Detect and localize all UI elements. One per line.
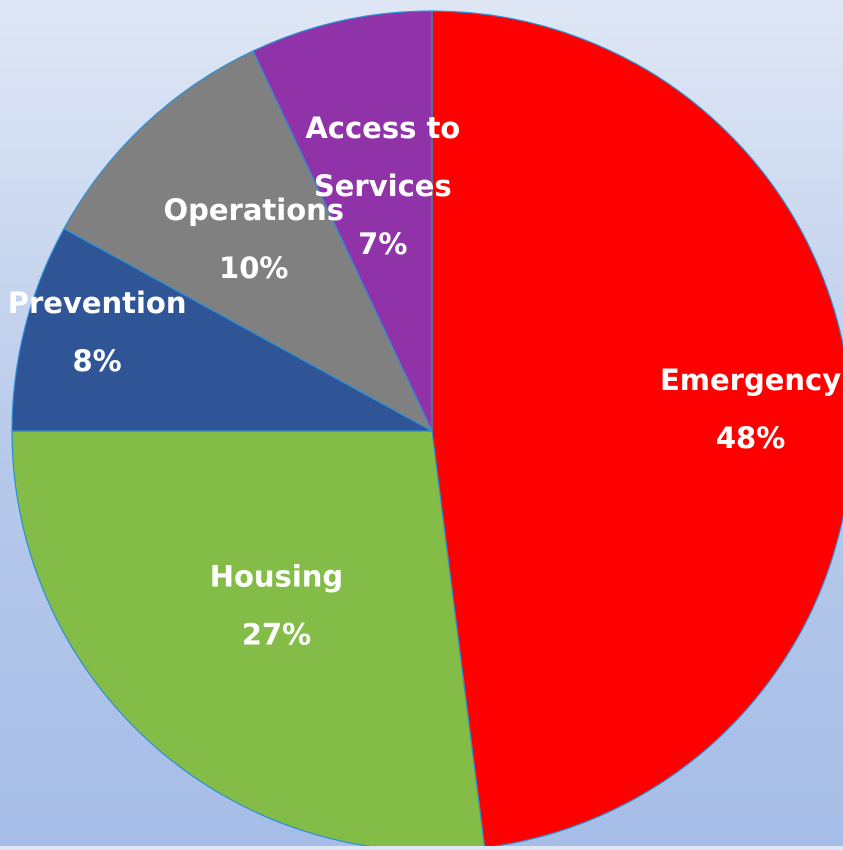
slice-category-label: Operations [163, 193, 344, 227]
pie-slice-prevention [11, 227, 433, 432]
data-label-prevention: Prevention 8% [8, 286, 187, 378]
slice-percent-label: 27% [242, 617, 311, 651]
pie-slice-operations [63, 50, 434, 433]
data-label-access-to-services: Access to Services 7% [305, 111, 460, 261]
slice-category-label: Prevention [8, 286, 187, 320]
slice-category-label: Housing [210, 559, 343, 593]
slice-category-label: Emergency [660, 363, 841, 397]
pie-slice-emergency [431, 10, 843, 849]
data-label-operations: Operations 10% [163, 193, 344, 285]
slice-percent-label: 7% [358, 227, 407, 261]
slice-percent-label: 8% [72, 344, 121, 378]
data-label-housing: Housing 27% [210, 559, 343, 651]
slices-layer [11, 10, 843, 850]
slice-percent-label: 48% [716, 421, 785, 455]
data-label-emergency: Emergency 48% [660, 363, 841, 455]
labels-layer: Emergency 48% Housing 27% Prevention 8% Operat… [8, 111, 842, 651]
pie-slice-access-to-services [252, 10, 433, 432]
slice-category-label: Access to [305, 111, 460, 145]
slice-category-label: Services [314, 169, 452, 203]
slice-percent-label: 10% [219, 251, 288, 285]
